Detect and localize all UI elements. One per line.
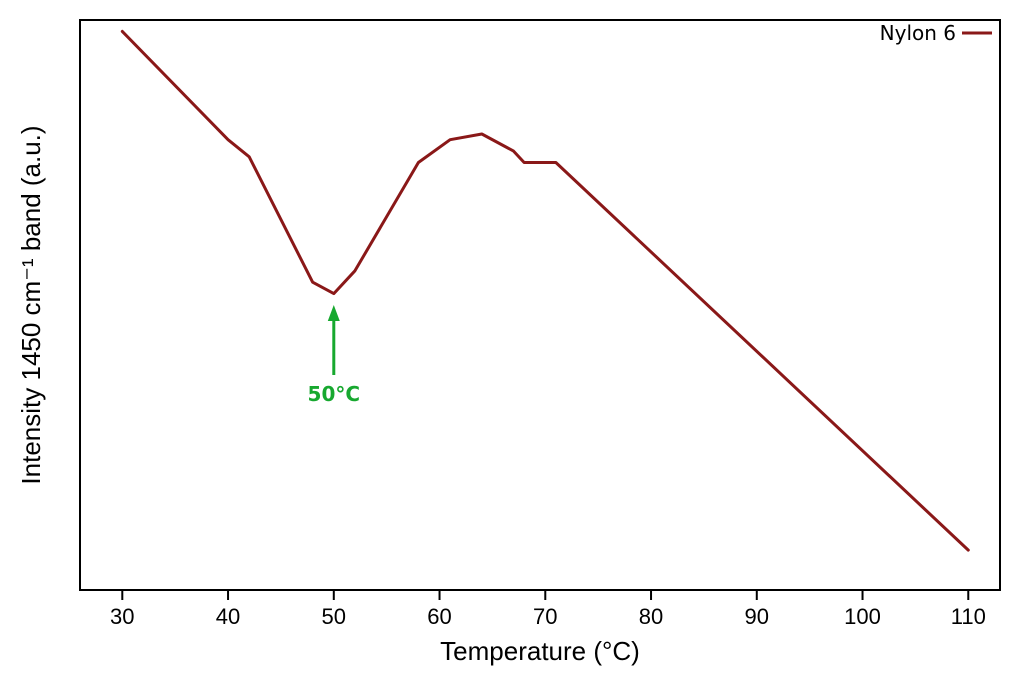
x-axis-ticks: 30 40 50 60 70 80 90 100 110 bbox=[110, 590, 986, 629]
x-tick-label: 50 bbox=[322, 604, 346, 629]
x-tick-label: 80 bbox=[639, 604, 663, 629]
plot-border bbox=[80, 20, 1000, 590]
x-tick-label: 110 bbox=[951, 604, 986, 629]
legend-label: Nylon 6 bbox=[880, 21, 956, 45]
annotation-arrow-head bbox=[328, 305, 340, 321]
series-line-nylon6 bbox=[122, 31, 968, 550]
x-axis-title: Temperature (°C) bbox=[440, 636, 640, 666]
line-chart: 30 40 50 60 70 80 90 100 110 Temperature (°C) In… bbox=[0, 0, 1024, 682]
x-tick-label: 100 bbox=[844, 604, 881, 629]
x-tick-label: 90 bbox=[745, 604, 769, 629]
x-tick-label: 40 bbox=[216, 604, 240, 629]
y-axis-title: Intensity 1450 cm⁻¹ band (a.u.) bbox=[16, 125, 46, 484]
chart-container: 30 40 50 60 70 80 90 100 110 Temperature (°C) In… bbox=[0, 0, 1024, 682]
annotation-50c: 50°C bbox=[308, 305, 361, 406]
x-tick-label: 30 bbox=[110, 604, 134, 629]
x-tick-label: 70 bbox=[533, 604, 557, 629]
annotation-label: 50°C bbox=[308, 382, 361, 406]
legend: Nylon 6 bbox=[880, 21, 992, 45]
x-tick-label: 60 bbox=[427, 604, 451, 629]
